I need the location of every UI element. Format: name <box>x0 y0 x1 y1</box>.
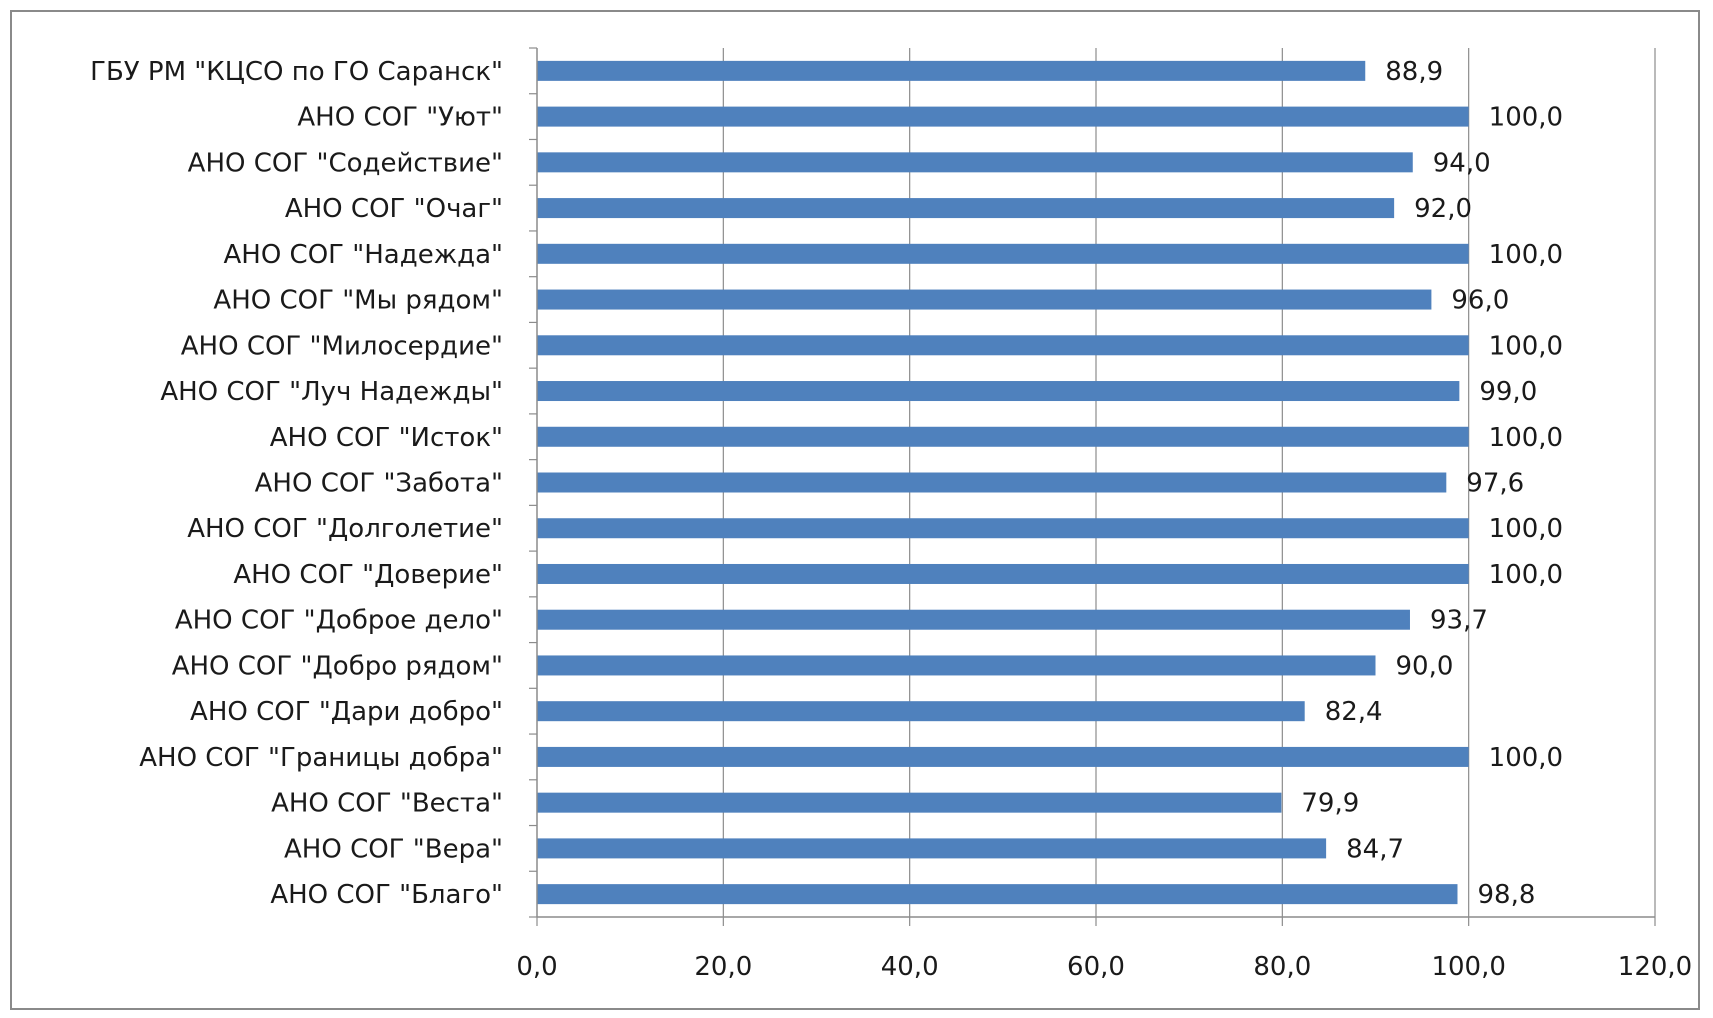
bar-11 <box>537 563 1469 584</box>
bar-8 <box>537 426 1469 447</box>
x-tick-label-0: 0,0 <box>516 952 557 982</box>
data-label-3: 92,0 <box>1414 194 1472 224</box>
bars <box>537 60 1469 905</box>
category-label-7: АНО СОГ "Луч Надежды" <box>160 377 503 407</box>
bar-17 <box>537 838 1327 859</box>
category-label-9: АНО СОГ "Забота" <box>255 469 503 499</box>
category-label-17: АНО СОГ "Вера" <box>284 834 503 864</box>
data-label-14: 82,4 <box>1325 697 1383 727</box>
bar-18 <box>537 884 1458 905</box>
data-label-6: 100,0 <box>1489 331 1563 361</box>
bar-2 <box>537 152 1413 173</box>
x-tick-label-2: 40,0 <box>881 952 939 982</box>
category-label-12: АНО СОГ "Доброе дело" <box>175 606 503 636</box>
data-label-11: 100,0 <box>1489 560 1563 590</box>
category-label-13: АНО СОГ "Добро рядом" <box>172 651 503 681</box>
data-label-17: 84,7 <box>1346 834 1404 864</box>
category-label-2: АНО СОГ "Содействие" <box>188 148 503 178</box>
category-label-18: АНО СОГ "Благо" <box>270 880 503 910</box>
data-label-7: 99,0 <box>1479 377 1537 407</box>
category-label-16: АНО СОГ "Веста" <box>271 789 503 819</box>
category-label-3: АНО СОГ "Очаг" <box>285 194 503 224</box>
bar-1 <box>537 106 1469 127</box>
bar-10 <box>537 518 1469 539</box>
bar-7 <box>537 381 1460 402</box>
bar-5 <box>537 289 1432 310</box>
bar-16 <box>537 792 1282 813</box>
data-label-10: 100,0 <box>1489 514 1563 544</box>
x-tick-label-6: 120,0 <box>1618 952 1692 982</box>
x-tick-label-1: 20,0 <box>694 952 752 982</box>
data-label-2: 94,0 <box>1433 148 1491 178</box>
category-label-6: АНО СОГ "Милосердие" <box>181 331 503 361</box>
category-label-11: АНО СОГ "Доверие" <box>233 560 503 590</box>
category-label-8: АНО СОГ "Исток" <box>270 423 503 453</box>
category-label-5: АНО СОГ "Мы рядом" <box>213 286 503 316</box>
axes <box>529 47 1656 926</box>
data-label-5: 96,0 <box>1451 286 1509 316</box>
grid-lines <box>722 48 1656 917</box>
data-label-13: 90,0 <box>1396 651 1454 681</box>
data-label-9: 97,6 <box>1466 469 1524 499</box>
data-label-1: 100,0 <box>1489 103 1563 133</box>
data-label-12: 93,7 <box>1430 606 1488 636</box>
bar-13 <box>537 655 1376 676</box>
data-label-18: 98,8 <box>1477 880 1535 910</box>
bar-4 <box>537 243 1469 264</box>
bar-6 <box>537 335 1469 356</box>
x-tick-label-3: 60,0 <box>1067 952 1125 982</box>
category-label-10: АНО СОГ "Долголетие" <box>187 514 503 544</box>
bar-3 <box>537 198 1395 219</box>
category-label-4: АНО СОГ "Надежда" <box>223 240 503 270</box>
bar-15 <box>537 746 1469 767</box>
data-label-4: 100,0 <box>1489 240 1563 270</box>
labels: 88,9 100,0 94,0 92,0 100,0 96,0 100,0 99,0 100,0… <box>90 57 1692 982</box>
bar-12 <box>537 609 1410 630</box>
category-label-0: ГБУ РМ "КЦСО по ГО Саранск" <box>90 57 503 87</box>
x-tick-label-5: 100,0 <box>1431 952 1505 982</box>
bar-14 <box>537 701 1305 722</box>
bar-0 <box>537 60 1366 81</box>
bar-9 <box>537 472 1447 493</box>
data-label-8: 100,0 <box>1489 423 1563 453</box>
x-tick-label-4: 80,0 <box>1253 952 1311 982</box>
data-label-16: 79,9 <box>1301 789 1359 819</box>
category-label-15: АНО СОГ "Границы добра" <box>139 743 503 773</box>
data-label-15: 100,0 <box>1489 743 1563 773</box>
data-label-0: 88,9 <box>1385 57 1443 87</box>
category-label-1: АНО СОГ "Уют" <box>297 103 503 133</box>
category-label-14: АНО СОГ "Дари добро" <box>190 697 503 727</box>
